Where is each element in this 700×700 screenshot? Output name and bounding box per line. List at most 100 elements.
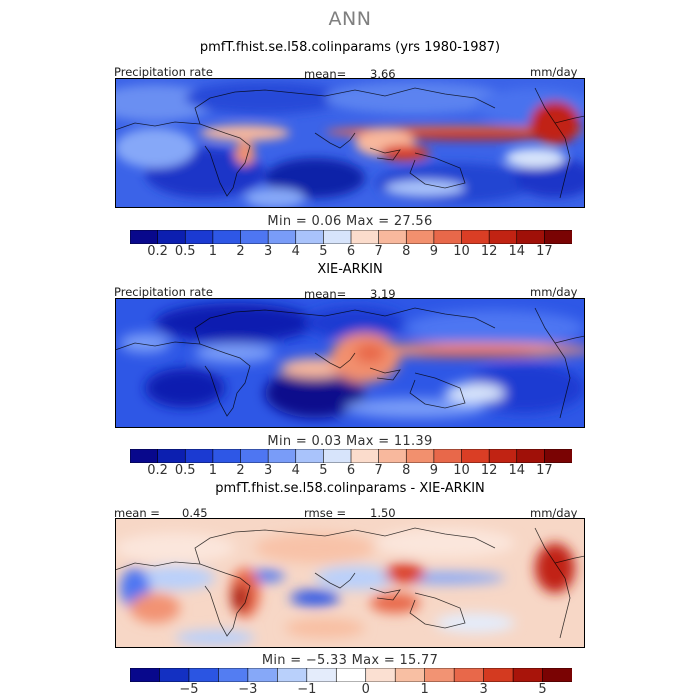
colorbar-2-tick-label: 6 (346, 463, 356, 478)
colorbar-2-tick-label: 5 (319, 463, 328, 478)
colorbar-3-swatch-9 (394, 668, 426, 682)
colorbar-1-swatch-3 (212, 230, 242, 244)
panel-2-mean-value: 3.19 (370, 287, 396, 301)
colorbar-1-tick-label: 9 (429, 244, 439, 259)
colorbar-2-swatch-3 (212, 449, 242, 463)
colorbar-1-tick-label: 1 (208, 244, 218, 259)
colorbar-3-tick-label: 1 (420, 682, 429, 697)
colorbar-1-tick-label: 12 (480, 244, 498, 259)
colorbar-1-tick-label: 14 (508, 244, 526, 259)
colorbar-2-swatch-7 (323, 449, 352, 463)
colorbar-2-tick-label: 1 (208, 463, 218, 478)
colorbar-1-swatch-10 (405, 230, 435, 244)
colorbar-3-swatch-13 (512, 668, 544, 682)
panel-3-mean-value: 0.45 (182, 506, 208, 520)
colorbar-1-tick-label: 7 (374, 244, 383, 259)
colorbar-2-tick-label: 17 (536, 463, 553, 478)
colorbar-1-tick-label: 0.2 (147, 244, 168, 259)
panel-1-mean-label: mean= (304, 67, 347, 81)
colorbar-3-swatch-8 (365, 668, 396, 682)
colorbar-2-swatch-12 (461, 449, 490, 463)
panel-1-mean-value: 3.66 (370, 67, 396, 81)
colorbar-3-tick-label: 3 (479, 682, 488, 697)
panel-2-units: mm/day (530, 285, 578, 299)
colorbar-2-swatch-0 (130, 449, 159, 463)
colorbar-1-swatch-14 (516, 230, 545, 244)
colorbar-1-swatch-8 (350, 230, 380, 244)
panel-3-map (115, 518, 585, 648)
colorbar-3-swatch-3 (218, 668, 249, 682)
colorbar-2-tick-label: 14 (508, 463, 526, 478)
colorbar-2-tick-label: 4 (291, 463, 300, 478)
panel-2-variable-label: Precipitation rate (114, 285, 213, 299)
panel-1-colorbar-ticks: 0.2 0.5 1 2 3 4 5 6 7 8 9 10 12 14 17 (0, 244, 700, 260)
colorbar-2-swatch-1 (157, 449, 186, 463)
colorbar-1-swatch-9 (378, 230, 407, 244)
panel-3-mean-label: mean = (114, 506, 160, 520)
panel-2-map (115, 298, 585, 428)
colorbar-2-tick-label: 2 (236, 463, 245, 478)
colorbar-1-swatch-7 (323, 230, 352, 244)
panel-3-min-max: Min = −5.33 Max = 15.77 (261, 653, 439, 668)
colorbar-2-swatch-14 (516, 449, 545, 463)
colorbar-3-swatch-4 (247, 668, 278, 682)
colorbar-2-swatch-5 (267, 449, 297, 463)
colorbar-2-swatch-11 (433, 449, 463, 463)
colorbar-1-swatch-15 (544, 230, 572, 244)
colorbar-1-swatch-12 (461, 230, 490, 244)
colorbar-1-tick-label: 0.5 (174, 244, 196, 259)
colorbar-1-tick-label: 2 (236, 244, 245, 259)
colorbar-2-tick-label: 8 (402, 463, 411, 478)
panel-3-rmse-label: rmse = (304, 506, 347, 520)
colorbar-3-swatch-2 (188, 668, 220, 682)
colorbar-2-tick-label: 0.5 (174, 463, 196, 478)
colorbar-1-swatch-11 (433, 230, 463, 244)
panel-2-mean-label: mean= (304, 287, 347, 301)
colorbar-1-swatch-13 (488, 230, 518, 244)
colorbar-2-tick-label: 0.2 (147, 463, 168, 478)
colorbar-2-tick-label: 10 (453, 463, 470, 478)
colorbar-2-tick-label: 12 (480, 463, 498, 478)
colorbar-1-tick-label: 5 (319, 244, 328, 259)
colorbar-1-swatch-0 (130, 230, 159, 244)
colorbar-2-tick-label: 3 (263, 463, 273, 478)
colorbar-1-swatch-5 (267, 230, 297, 244)
colorbar-1-tick-label: 3 (263, 244, 273, 259)
colorbar-3-tick-label: 5 (538, 682, 547, 697)
colorbar-3-swatch-11 (453, 668, 485, 682)
colorbar-2-swatch-8 (350, 449, 380, 463)
colorbar-1-swatch-1 (157, 230, 186, 244)
colorbar-2-swatch-2 (184, 449, 214, 463)
colorbar-3-swatch-12 (483, 668, 514, 682)
colorbar-3-swatch-0 (130, 668, 161, 682)
panel-1-map (115, 78, 585, 208)
colorbar-2-swatch-15 (544, 449, 572, 463)
colorbar-3-swatch-10 (424, 668, 455, 682)
panel-2-title: XIE-ARKIN (317, 262, 383, 277)
figure-title: ANN (328, 8, 372, 30)
colorbar-2-swatch-4 (240, 449, 269, 463)
colorbar-1-tick-label: 6 (346, 244, 356, 259)
panel-1-title: pmfT.fhist.se.l58.colinparams (yrs 1980-… (199, 40, 501, 55)
panel-1-min-max: Min = 0.06 Max = 27.56 (267, 214, 433, 229)
colorbar-1-tick-label: 8 (402, 244, 411, 259)
panel-3-rmse-value: 1.50 (370, 506, 396, 520)
panel-3-title: pmfT.fhist.se.l58.colinparams - XIE-ARKI… (215, 481, 485, 496)
colorbar-3-tick-label: −1 (297, 682, 317, 697)
colorbar-2-tick-label: 9 (429, 463, 439, 478)
panel-3-colorbar-ticks: −5 −3 −1 0 1 3 5 (0, 682, 700, 698)
colorbar-1-tick-label: 10 (453, 244, 470, 259)
colorbar-2-swatch-10 (405, 449, 435, 463)
colorbar-3-swatch-14 (542, 668, 572, 682)
panel-1-variable-label: Precipitation rate (114, 65, 213, 79)
panel-3-colorbar (130, 668, 572, 682)
colorbar-1-swatch-2 (184, 230, 214, 244)
colorbar-1-tick-label: 4 (291, 244, 300, 259)
colorbar-3-tick-label: −3 (238, 682, 258, 697)
colorbar-1-tick-label: 17 (536, 244, 553, 259)
panel-1-colorbar (130, 230, 572, 244)
panel-3-units: mm/day (530, 506, 578, 520)
colorbar-2-tick-label: 7 (374, 463, 383, 478)
colorbar-3-swatch-1 (159, 668, 190, 682)
panel-1-units: mm/day (530, 65, 578, 79)
